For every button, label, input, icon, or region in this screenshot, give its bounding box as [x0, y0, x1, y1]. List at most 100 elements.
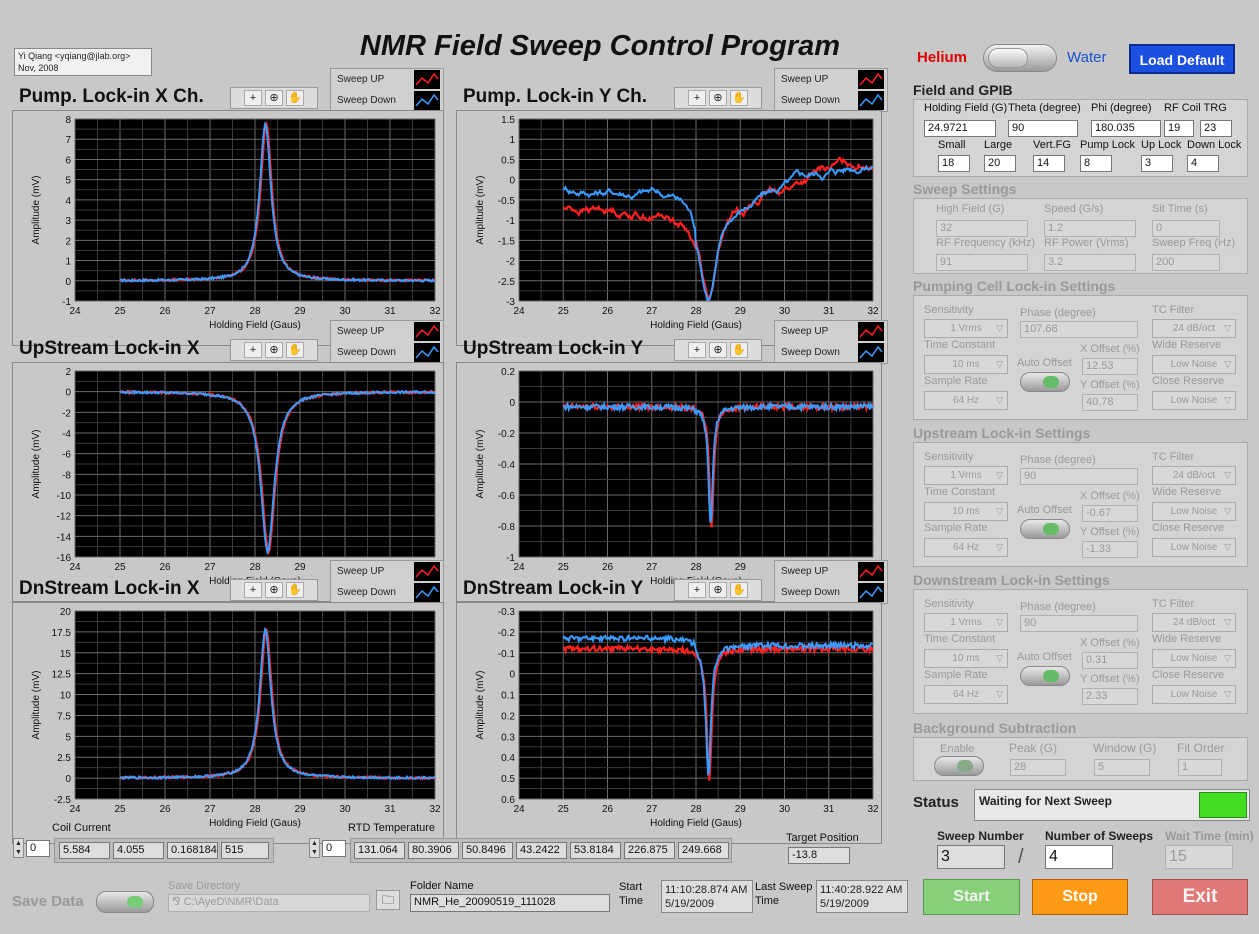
x-axis-label: Holding Field (Gaus): [650, 818, 742, 829]
wide-reserve-select[interactable]: Low Noise: [1152, 502, 1236, 521]
number-of-sweeps-field[interactable]: 4: [1045, 845, 1113, 869]
browse-folder-icon[interactable]: 🗀: [376, 890, 400, 910]
load-default-button[interactable]: Load Default: [1129, 44, 1235, 74]
close-reserve-select[interactable]: Low Noise: [1152, 391, 1236, 410]
rtd-index-stepper[interactable]: ▲ ▼: [309, 838, 320, 858]
tc-filter-select[interactable]: 24 dB/oct: [1152, 613, 1236, 632]
gpib-field2-1[interactable]: 20: [984, 155, 1016, 172]
sensitivity-select[interactable]: 1 Vrms: [924, 613, 1008, 632]
crosshair-icon[interactable]: +: [244, 342, 262, 358]
time-constant-select[interactable]: 10 ms: [924, 355, 1008, 374]
phase-field[interactable]: 90: [1020, 468, 1138, 485]
gpib-field-1[interactable]: 90: [1008, 120, 1078, 137]
zoom-icon[interactable]: ⊕: [265, 582, 283, 598]
sensitivity-select[interactable]: 1 Vrms: [924, 319, 1008, 338]
close-reserve-select[interactable]: Low Noise: [1152, 685, 1236, 704]
plot-2[interactable]: 24 25 26 27 28 29 30 31 32 1.5 1 0.5 0 -0.5 -1 -1.5 -2 -2…: [457, 111, 883, 347]
legend-sweep-up: Sweep UP: [781, 74, 829, 85]
time-constant-select[interactable]: 10 ms: [924, 502, 1008, 521]
save-directory-field[interactable]: ⅋ C:\AyeD\NMR\Data: [168, 894, 370, 912]
zoom-icon[interactable]: ⊕: [709, 342, 727, 358]
legend-swatch-down: [858, 583, 884, 602]
wide-reserve-select[interactable]: Low Noise: [1152, 649, 1236, 668]
peak-field[interactable]: 28: [1010, 759, 1066, 776]
plot-legend-5: Sweep UP Sweep Down: [330, 560, 444, 604]
mode-toggle[interactable]: [983, 44, 1057, 72]
time-constant-select[interactable]: 10 ms: [924, 649, 1008, 668]
sweep-field-high_field[interactable]: 32: [936, 220, 1028, 237]
fit-order-field[interactable]: 1: [1178, 759, 1222, 776]
coil-index-field[interactable]: 0: [26, 840, 50, 857]
plot-6[interactable]: 24 25 26 27 28 29 30 31 32 -0.3 -0.2 -0.1 0 0.1 0.2 0.3…: [457, 603, 883, 845]
enable-toggle[interactable]: [934, 756, 984, 776]
phase-field[interactable]: 107.68: [1020, 321, 1138, 338]
hand-pan-icon[interactable]: ✋: [286, 582, 304, 598]
auto-offset-toggle[interactable]: [1020, 666, 1070, 686]
phase-field[interactable]: 90: [1020, 615, 1138, 632]
sweep-field-rf_freq[interactable]: 91: [936, 254, 1028, 271]
exit-button[interactable]: Exit: [1152, 879, 1248, 915]
gpib-field2-3[interactable]: 8: [1080, 155, 1112, 172]
zoom-icon[interactable]: ⊕: [265, 342, 283, 358]
crosshair-icon[interactable]: +: [244, 90, 262, 106]
stop-button[interactable]: Stop: [1032, 879, 1128, 915]
x-tick-label: 28: [249, 562, 261, 573]
crosshair-icon[interactable]: +: [688, 342, 706, 358]
tc-filter-select[interactable]: 24 dB/oct: [1152, 319, 1236, 338]
wait-time-field[interactable]: 15: [1165, 845, 1233, 869]
sweep-field-rf_power[interactable]: 3.2: [1044, 254, 1136, 271]
hand-pan-icon[interactable]: ✋: [730, 90, 748, 106]
x-offset-field[interactable]: 12.53: [1082, 358, 1138, 375]
wide-reserve-select[interactable]: Low Noise: [1152, 355, 1236, 374]
gpib-field-2[interactable]: 180.035: [1091, 120, 1161, 137]
y-offset-field[interactable]: 2.33: [1082, 688, 1138, 705]
plot-legend-3: Sweep UP Sweep Down: [330, 320, 444, 364]
hand-pan-icon[interactable]: ✋: [286, 90, 304, 106]
zoom-icon[interactable]: ⊕: [709, 90, 727, 106]
sweep-field-sweep_freq[interactable]: 200: [1152, 254, 1220, 271]
zoom-icon[interactable]: ⊕: [265, 90, 283, 106]
gpib-field-4[interactable]: 23: [1200, 120, 1232, 137]
rtd-index-field[interactable]: 0: [322, 840, 346, 857]
start-button[interactable]: Start: [923, 879, 1020, 915]
coil-index-stepper[interactable]: ▲ ▼: [13, 838, 24, 858]
window-field[interactable]: 5: [1094, 759, 1150, 776]
zoom-icon[interactable]: ⊕: [709, 582, 727, 598]
hand-pan-icon[interactable]: ✋: [730, 342, 748, 358]
y-offset-field[interactable]: -1.33: [1082, 541, 1138, 558]
gpib-field2-4[interactable]: 3: [1141, 155, 1173, 172]
crosshair-icon[interactable]: +: [244, 582, 262, 598]
auto-offset-toggle[interactable]: [1020, 372, 1070, 392]
sample-rate-select[interactable]: 64 Hz: [924, 685, 1008, 704]
crosshair-icon[interactable]: +: [688, 582, 706, 598]
sensitivity-select[interactable]: 1 Vrms: [924, 466, 1008, 485]
x-offset-field[interactable]: -0.67: [1082, 505, 1138, 522]
number-of-sweeps-label: Number of Sweeps: [1045, 829, 1154, 843]
x-offset-field[interactable]: 0.31: [1082, 652, 1138, 669]
crosshair-icon[interactable]: +: [688, 90, 706, 106]
hand-pan-icon[interactable]: ✋: [286, 342, 304, 358]
gpib-field2-5[interactable]: 4: [1187, 155, 1219, 172]
legend-sweep-up: Sweep UP: [781, 566, 829, 577]
plot-4[interactable]: 2425262728293031320.20-0.2-0.4-0.6-0.8-1…: [457, 363, 883, 603]
y-tick-label: 0: [65, 388, 71, 399]
gpib-label2-1: Large: [984, 139, 1013, 151]
gpib-field2-0[interactable]: 18: [938, 155, 970, 172]
x-tick-label: 24: [513, 804, 525, 815]
gpib-field-0[interactable]: 24.9721: [924, 120, 996, 137]
y-offset-field[interactable]: 40.78: [1082, 394, 1138, 411]
sample-rate-select[interactable]: 64 Hz: [924, 391, 1008, 410]
save-data-toggle[interactable]: [96, 891, 154, 913]
hand-pan-icon[interactable]: ✋: [730, 582, 748, 598]
plot-5[interactable]: 24 25 26 27 28 29 30 31 32 20 17.5 15 12.5 10 7.5 5 2.5 0…: [13, 603, 445, 845]
close-reserve-select[interactable]: Low Noise: [1152, 538, 1236, 557]
plot-3[interactable]: 24252627282930313220-2-4-6-8-10-12-14-16…: [13, 363, 445, 603]
tc-filter-select[interactable]: 24 dB/oct: [1152, 466, 1236, 485]
gpib-field-3[interactable]: 19: [1164, 120, 1194, 137]
gpib-field2-2[interactable]: 14: [1033, 155, 1065, 172]
sweep-field-sit_time[interactable]: 0: [1152, 220, 1220, 237]
auto-offset-toggle[interactable]: [1020, 519, 1070, 539]
sweep-field-speed[interactable]: 1.2: [1044, 220, 1136, 237]
sample-rate-select[interactable]: 64 Hz: [924, 538, 1008, 557]
